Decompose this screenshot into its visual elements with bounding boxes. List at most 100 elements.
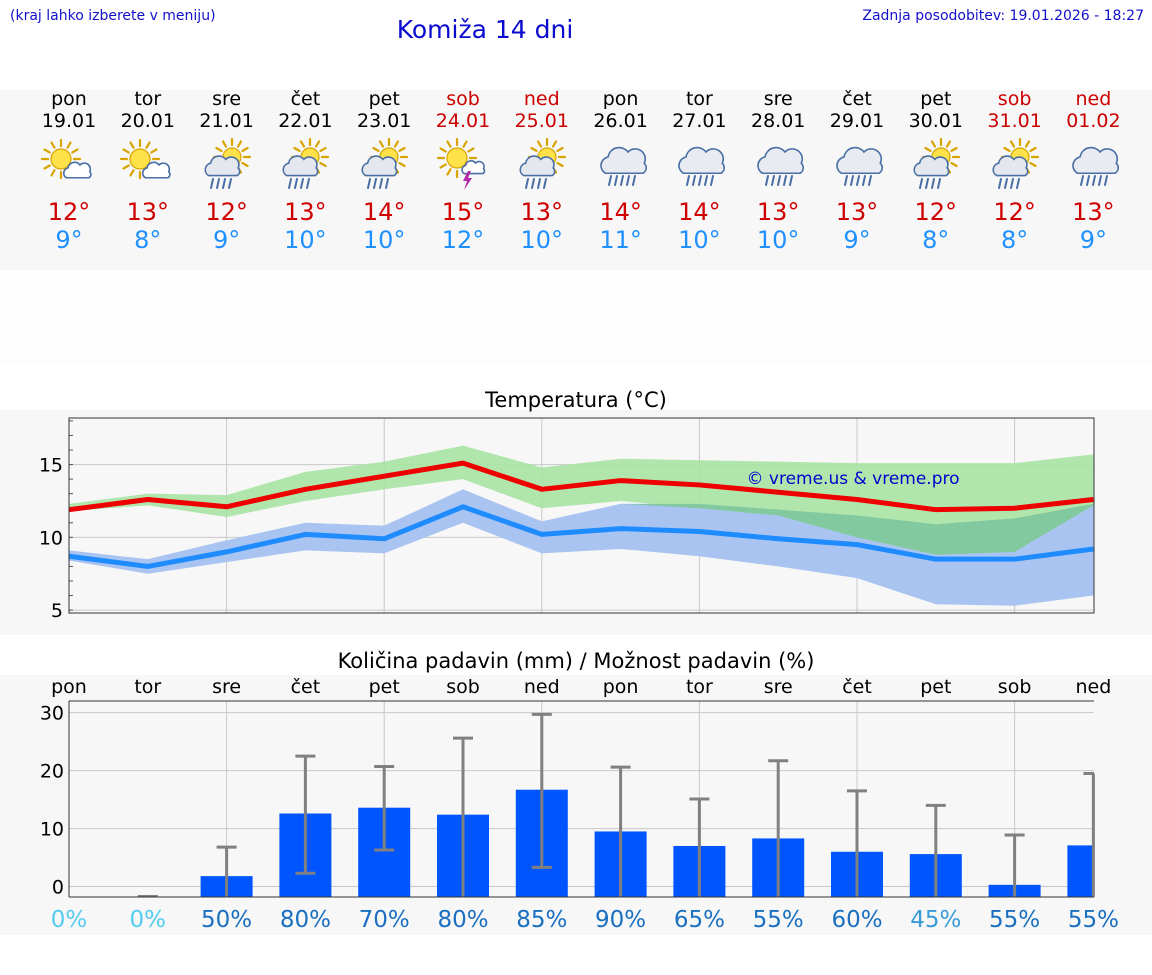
precip-probability: 0% bbox=[51, 907, 88, 933]
day-date: 28.01 bbox=[750, 110, 806, 132]
y-tick-label: 5 bbox=[51, 600, 63, 622]
x-day-label: pon bbox=[51, 676, 87, 698]
max-temp: 12° bbox=[914, 198, 958, 226]
forecast-day: sob 24.01 15° 12° bbox=[423, 88, 503, 254]
day-name: sob bbox=[997, 88, 1032, 110]
precipitation-chart: pon tor sre čet pet sob ned pon tor sre čet pet sob n… bbox=[40, 676, 1119, 933]
forecast-day: čet 29.01 13° 9° bbox=[817, 88, 897, 254]
day-date: 27.01 bbox=[672, 110, 727, 132]
cloud-rain-icon bbox=[1072, 146, 1120, 186]
day-date: 20.01 bbox=[120, 110, 175, 132]
max-temp: 13° bbox=[835, 198, 879, 226]
precip-probability: 85% bbox=[516, 907, 567, 933]
precip-probability: 55% bbox=[989, 907, 1040, 933]
day-date: 24.01 bbox=[435, 110, 491, 132]
forecast-day: sob 31.01 12° 8° bbox=[975, 88, 1055, 254]
precip-probability: 55% bbox=[1068, 907, 1119, 933]
forecast-day: pet 30.01 12° 8° bbox=[896, 88, 976, 254]
day-date: 19.01 bbox=[41, 110, 97, 132]
min-temp: 8° bbox=[922, 226, 950, 254]
temperature-chart-title: Temperatura (°C) bbox=[485, 388, 667, 412]
max-temp: 13° bbox=[284, 198, 327, 226]
y-tick-label: 15 bbox=[39, 455, 63, 477]
forecast-day: čet 22.01 13° 10° bbox=[265, 88, 345, 254]
precip-probability: 80% bbox=[437, 907, 488, 933]
day-date: 22.01 bbox=[278, 110, 333, 132]
day-date: 21.01 bbox=[199, 110, 254, 132]
x-day-label: pon bbox=[603, 676, 639, 698]
x-day-label: sob bbox=[446, 676, 480, 698]
precipitation-chart-title: Količina padavin (mm) / Možnost padavin … bbox=[337, 649, 815, 673]
x-day-label: pet bbox=[369, 676, 400, 698]
day-name: sre bbox=[763, 88, 793, 110]
sun-thunder-icon bbox=[436, 138, 486, 190]
cloud-rain-icon bbox=[836, 146, 883, 186]
sun-rain-icon bbox=[913, 138, 960, 189]
min-temp: 10° bbox=[756, 226, 800, 254]
max-temp: 13° bbox=[756, 198, 800, 226]
precip-probability: 65% bbox=[674, 907, 725, 933]
forecast-day: sre 21.01 12° 9° bbox=[187, 88, 267, 254]
x-day-label: ned bbox=[1076, 676, 1112, 698]
precip-probability: 50% bbox=[201, 907, 252, 933]
x-day-label: sre bbox=[212, 676, 241, 698]
day-name: pon bbox=[51, 88, 87, 110]
day-name: pet bbox=[368, 88, 400, 110]
precip-probability: 90% bbox=[595, 907, 646, 933]
max-temp: 14° bbox=[362, 198, 406, 226]
forecast-day: pet 23.01 14° 10° bbox=[344, 88, 424, 254]
sun-rain-icon bbox=[361, 138, 409, 189]
x-day-label: čet bbox=[291, 676, 321, 698]
min-temp: 10° bbox=[362, 226, 406, 254]
day-date: 25.01 bbox=[514, 110, 569, 132]
forecast-band bbox=[0, 90, 1152, 270]
min-temp: 9° bbox=[212, 226, 241, 254]
day-name: sob bbox=[446, 88, 480, 110]
min-temp: 9° bbox=[843, 226, 871, 254]
precip-probability: 55% bbox=[753, 907, 804, 933]
day-name: sre bbox=[212, 88, 242, 110]
day-date: 01.02 bbox=[1066, 110, 1121, 132]
min-temp: 12° bbox=[441, 226, 485, 254]
day-name: čet bbox=[290, 88, 321, 110]
sun-rain-icon bbox=[282, 138, 330, 189]
max-temp: 13° bbox=[126, 198, 170, 226]
max-temp: 12° bbox=[993, 198, 1036, 226]
y-tick-label: 30 bbox=[40, 703, 64, 725]
y-tick-label: 20 bbox=[40, 761, 64, 783]
sun-cloud-icon bbox=[41, 138, 92, 180]
forecast-day: pon 26.01 14° 11° bbox=[581, 88, 661, 254]
last-update: Zadnja posodobitev: 19.01.2026 - 18:27 bbox=[862, 8, 1144, 24]
precip-probability: 70% bbox=[359, 907, 410, 933]
x-day-label: ned bbox=[524, 676, 560, 698]
day-date: 30.01 bbox=[908, 110, 963, 132]
x-day-label: sre bbox=[764, 676, 793, 698]
y-tick-label: 10 bbox=[39, 527, 63, 549]
min-temp: 9° bbox=[55, 226, 83, 254]
day-date: 26.01 bbox=[593, 110, 648, 132]
spacer-band bbox=[0, 278, 1152, 364]
max-temp: 13° bbox=[1072, 198, 1115, 226]
min-temp: 8° bbox=[134, 226, 162, 254]
day-date: 31.01 bbox=[987, 110, 1042, 132]
min-temp: 10° bbox=[520, 226, 564, 254]
forecast-day: ned 01.02 13° 9° bbox=[1053, 88, 1133, 254]
day-name: ned bbox=[1075, 88, 1112, 110]
precip-probability: 60% bbox=[831, 907, 882, 933]
y-tick-label: 0 bbox=[52, 877, 64, 899]
sun-rain-icon bbox=[992, 138, 1039, 189]
max-temp-line bbox=[68, 460, 1094, 513]
location-hint: (kraj lahko izberete v meniju) bbox=[10, 8, 216, 24]
overlap-band bbox=[69, 489, 1094, 560]
day-name: pon bbox=[602, 88, 639, 110]
day-name: tor bbox=[134, 88, 162, 110]
x-day-label: tor bbox=[134, 676, 161, 698]
precip-bar bbox=[1067, 845, 1094, 897]
day-name: čet bbox=[842, 88, 872, 110]
min-temp: 10° bbox=[284, 226, 327, 254]
day-date: 29.01 bbox=[829, 110, 885, 132]
precip-probability: 45% bbox=[910, 907, 961, 933]
plot-frame bbox=[68, 417, 1095, 614]
min-temp-line bbox=[68, 504, 1094, 569]
cloud-rain-icon bbox=[678, 146, 726, 186]
